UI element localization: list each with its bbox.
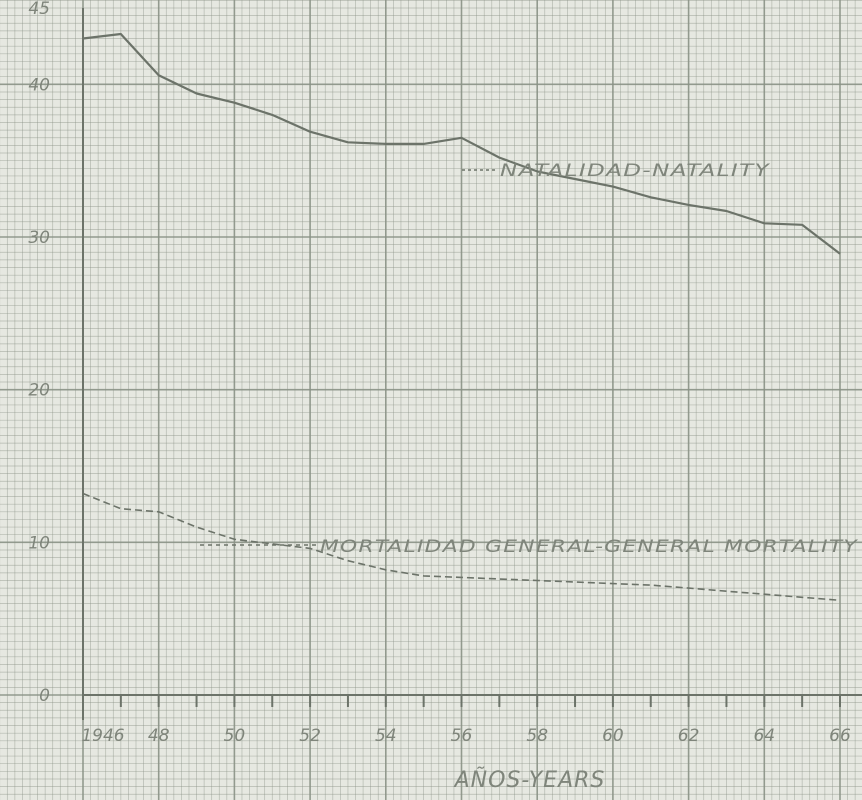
- series-label-natality: NATALIDAD-NATALITY: [500, 161, 771, 181]
- y-tick-label: 40: [28, 75, 50, 95]
- x-tick-label: 56: [451, 726, 473, 746]
- series-line-1: [82, 492, 841, 602]
- series-label-mortality: MORTALIDAD GENERAL-GENERAL MORTALITY: [320, 537, 859, 557]
- x-tick-label: 66: [829, 726, 851, 746]
- x-tick-label: 58: [526, 726, 548, 746]
- y-tick-label: 10: [28, 533, 50, 553]
- x-tick-label: 48: [148, 726, 170, 746]
- series-line-0: [82, 32, 841, 255]
- series-labels: NATALIDAD-NATALITY MORTALIDAD GENERAL-GEN…: [200, 161, 859, 557]
- x-tick-label: 50: [224, 726, 246, 746]
- tick-labels: 1946 48 50 52 54 56 58 60 62 64 66 0 10 20 30 40 45: [28, 0, 851, 746]
- x-tick-label: 60: [602, 726, 624, 746]
- y-tick-label: 20: [28, 381, 50, 401]
- x-tick-label: 64: [753, 726, 775, 746]
- y-tick-label: 0: [39, 686, 50, 706]
- series-lines: [82, 32, 841, 602]
- y-tick-label: 45: [28, 0, 50, 19]
- x-tick-label: 1946: [81, 726, 124, 746]
- y-tick-label: 30: [28, 228, 50, 248]
- x-tick-label: 62: [678, 726, 700, 746]
- axes: [82, 8, 862, 720]
- x-tick-label: 54: [375, 726, 397, 746]
- x-axis-title: AÑOS-YEARS: [453, 766, 606, 793]
- x-tick-label: 52: [299, 726, 321, 746]
